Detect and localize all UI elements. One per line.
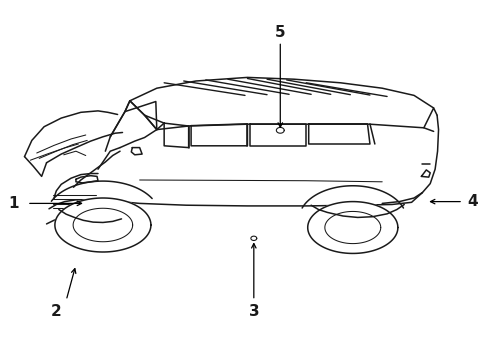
Polygon shape	[55, 198, 151, 252]
Polygon shape	[251, 236, 257, 240]
Text: 5: 5	[275, 25, 286, 40]
Text: 3: 3	[248, 304, 259, 319]
Text: 2: 2	[51, 304, 62, 319]
Text: 4: 4	[467, 194, 478, 209]
Text: 1: 1	[8, 196, 19, 211]
Polygon shape	[276, 127, 284, 133]
Polygon shape	[308, 202, 398, 253]
